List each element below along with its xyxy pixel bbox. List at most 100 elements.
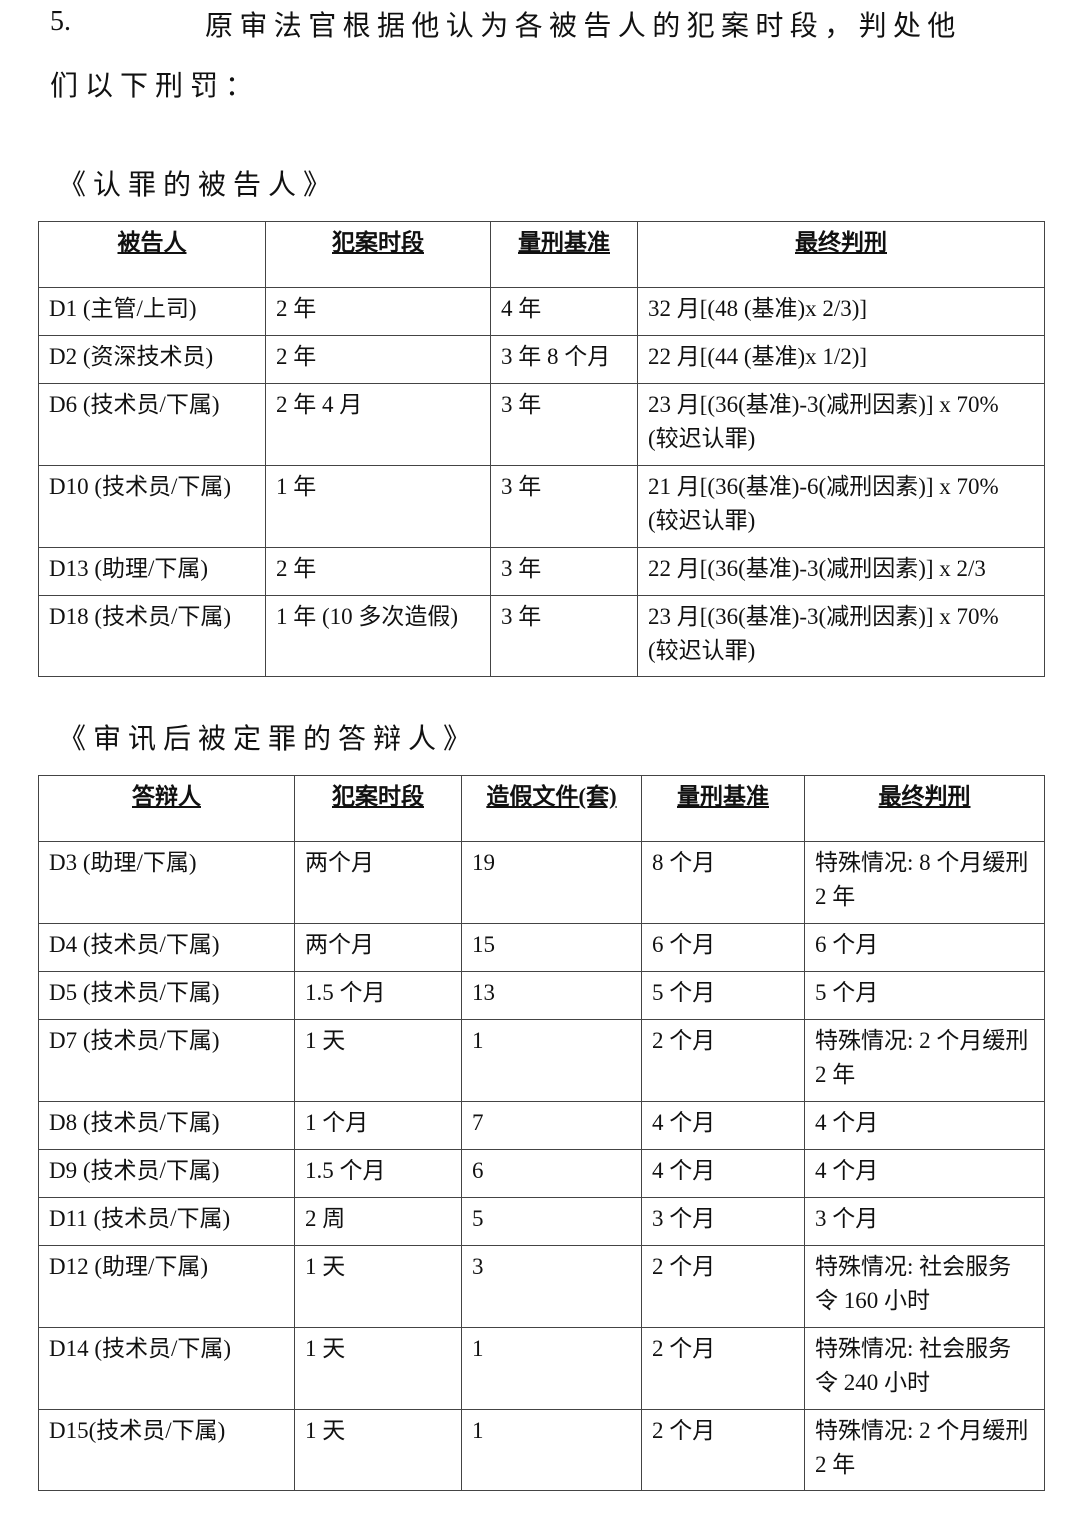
table-cell: 3 年	[490, 595, 638, 677]
table-cell: 1 年 (10 多次造假)	[265, 595, 491, 677]
table-cell: 2 个月	[641, 1409, 805, 1491]
table-cell: 1	[461, 1019, 642, 1102]
table-cell: 6 个月	[804, 923, 1045, 972]
table-cell: D18 (技术员/下属)	[38, 595, 266, 677]
table-cell: 两个月	[294, 841, 462, 924]
table-cell: D2 (资深技术员)	[38, 335, 266, 384]
column-header: 犯案时段	[265, 221, 491, 288]
table-cell: D12 (助理/下属)	[38, 1245, 295, 1328]
table-cell: 4 个月	[804, 1149, 1045, 1198]
table-cell: D11 (技术员/下属)	[38, 1197, 295, 1246]
table-cell: 2 年	[265, 287, 491, 336]
table-cell: 特殊情况: 8 个月缓刑 2 年	[804, 841, 1045, 924]
table-cell: 8 个月	[641, 841, 805, 924]
table-cell: 6 个月	[641, 923, 805, 972]
table-cell: D7 (技术员/下属)	[38, 1019, 295, 1102]
table-cell: 2 个月	[641, 1019, 805, 1102]
table-cell: 两个月	[294, 923, 462, 972]
table-cell: 3 年	[490, 547, 638, 596]
table-cell: 3 年	[490, 465, 638, 548]
table-cell: 23 月[(36(基准)-3(减刑因素)] x 70% (较迟认罪)	[637, 595, 1045, 677]
header-row: 被告人 犯案时段 量刑基准 最终判刑	[38, 221, 1045, 288]
column-header: 造假文件(套)	[461, 775, 642, 842]
table-cell: D1 (主管/上司)	[38, 287, 266, 336]
table-cell: 特殊情况: 社会服务令 240 小时	[804, 1327, 1045, 1410]
table-cell: 3 年	[490, 383, 638, 466]
table-cell: 19	[461, 841, 642, 924]
table-cell: D13 (助理/下属)	[38, 547, 266, 596]
table-cell: 1.5 个月	[294, 1149, 462, 1198]
table-cell: 22 月[(44 (基准)x 1/2)]	[637, 335, 1045, 384]
table-cell: 1	[461, 1409, 642, 1491]
table-row: D8 (技术员/下属) 1 个月 7 4 个月 4 个月	[38, 1101, 1045, 1150]
section-title-convicted-after-trial: 《审讯后被定罪的答辩人》	[58, 724, 479, 755]
paragraph-line-2: 们以下刑罚：	[50, 71, 261, 102]
table-cell: 5 个月	[641, 971, 805, 1020]
table-row: D18 (技术员/下属) 1 年 (10 多次造假) 3 年 23 月[(36(基准)…	[38, 595, 1045, 677]
table-cell: D8 (技术员/下属)	[38, 1101, 295, 1150]
column-header: 答辩人	[38, 775, 295, 842]
table-cell: 15	[461, 923, 642, 972]
table-row: D5 (技术员/下属) 1.5 个月 13 5 个月 5 个月	[38, 971, 1045, 1020]
table-cell: 2 年	[265, 335, 491, 384]
table-cell: 3 年 8 个月	[490, 335, 638, 384]
table-cell: 1 天	[294, 1245, 462, 1328]
table-cell: D3 (助理/下属)	[38, 841, 295, 924]
table-cell: D15(技术员/下属)	[38, 1409, 295, 1491]
table-cell: 22 月[(36(基准)-3(减刑因素)] x 2/3	[637, 547, 1045, 596]
table-cell: 4 个月	[804, 1101, 1045, 1150]
table-cell: 1 年	[265, 465, 491, 548]
column-header: 被告人	[38, 221, 266, 288]
header-row: 答辩人 犯案时段 造假文件(套) 量刑基准 最终判刑	[38, 775, 1045, 842]
column-header: 量刑基准	[490, 221, 638, 288]
table-cell: D14 (技术员/下属)	[38, 1327, 295, 1410]
table-cell: 特殊情况: 社会服务令 160 小时	[804, 1245, 1045, 1328]
paragraph-line-1: 原审法官根据他认为各被告人的犯案时段，判处他	[205, 11, 962, 42]
table-cell: 特殊情况: 2 个月缓刑 2 年	[804, 1019, 1045, 1102]
convicted-after-trial-table: 答辩人 犯案时段 造假文件(套) 量刑基准 最终判刑 D3 (助理/下属) 两个月 19 8 个…	[38, 775, 1045, 1491]
column-header: 犯案时段	[294, 775, 462, 842]
table-cell: D4 (技术员/下属)	[38, 923, 295, 972]
table-cell: 5	[461, 1197, 642, 1246]
table-cell: 23 月[(36(基准)-3(减刑因素)] x 70% (较迟认罪)	[637, 383, 1045, 466]
table-cell: 2 周	[294, 1197, 462, 1246]
table-cell: 5 个月	[804, 971, 1045, 1020]
table-cell: D6 (技术员/下属)	[38, 383, 266, 466]
table-row: D9 (技术员/下属) 1.5 个月 6 4 个月 4 个月	[38, 1149, 1045, 1198]
table-cell: 1 天	[294, 1409, 462, 1491]
table-cell: 特殊情况: 2 个月缓刑 2 年	[804, 1409, 1045, 1491]
column-header: 最终判刑	[804, 775, 1045, 842]
table-cell: 7	[461, 1101, 642, 1150]
table-cell: 21 月[(36(基准)-6(减刑因素)] x 70% (较迟认罪)	[637, 465, 1045, 548]
table-cell: 13	[461, 971, 642, 1020]
table-cell: D9 (技术员/下属)	[38, 1149, 295, 1198]
table-cell: D5 (技术员/下属)	[38, 971, 295, 1020]
table-cell: 32 月[(48 (基准)x 2/3)]	[637, 287, 1045, 336]
table-row: D3 (助理/下属) 两个月 19 8 个月 特殊情况: 8 个月缓刑 2 年	[38, 841, 1045, 924]
table-cell: 1 个月	[294, 1101, 462, 1150]
column-header: 最终判刑	[637, 221, 1045, 288]
table-cell: 3 个月	[804, 1197, 1045, 1246]
table-cell: 1 天	[294, 1327, 462, 1410]
table-cell: 6	[461, 1149, 642, 1198]
table-cell: 3 个月	[641, 1197, 805, 1246]
table-cell: 1 天	[294, 1019, 462, 1102]
table-cell: 2 年	[265, 547, 491, 596]
table-cell: 4 个月	[641, 1101, 805, 1150]
table-cell: 4 年	[490, 287, 638, 336]
table-row: D4 (技术员/下属) 两个月 15 6 个月 6 个月	[38, 923, 1045, 972]
table-cell: 3	[461, 1245, 642, 1328]
table-cell: 1.5 个月	[294, 971, 462, 1020]
table-cell: 2 年 4 月	[265, 383, 491, 466]
table-cell: 2 个月	[641, 1245, 805, 1328]
